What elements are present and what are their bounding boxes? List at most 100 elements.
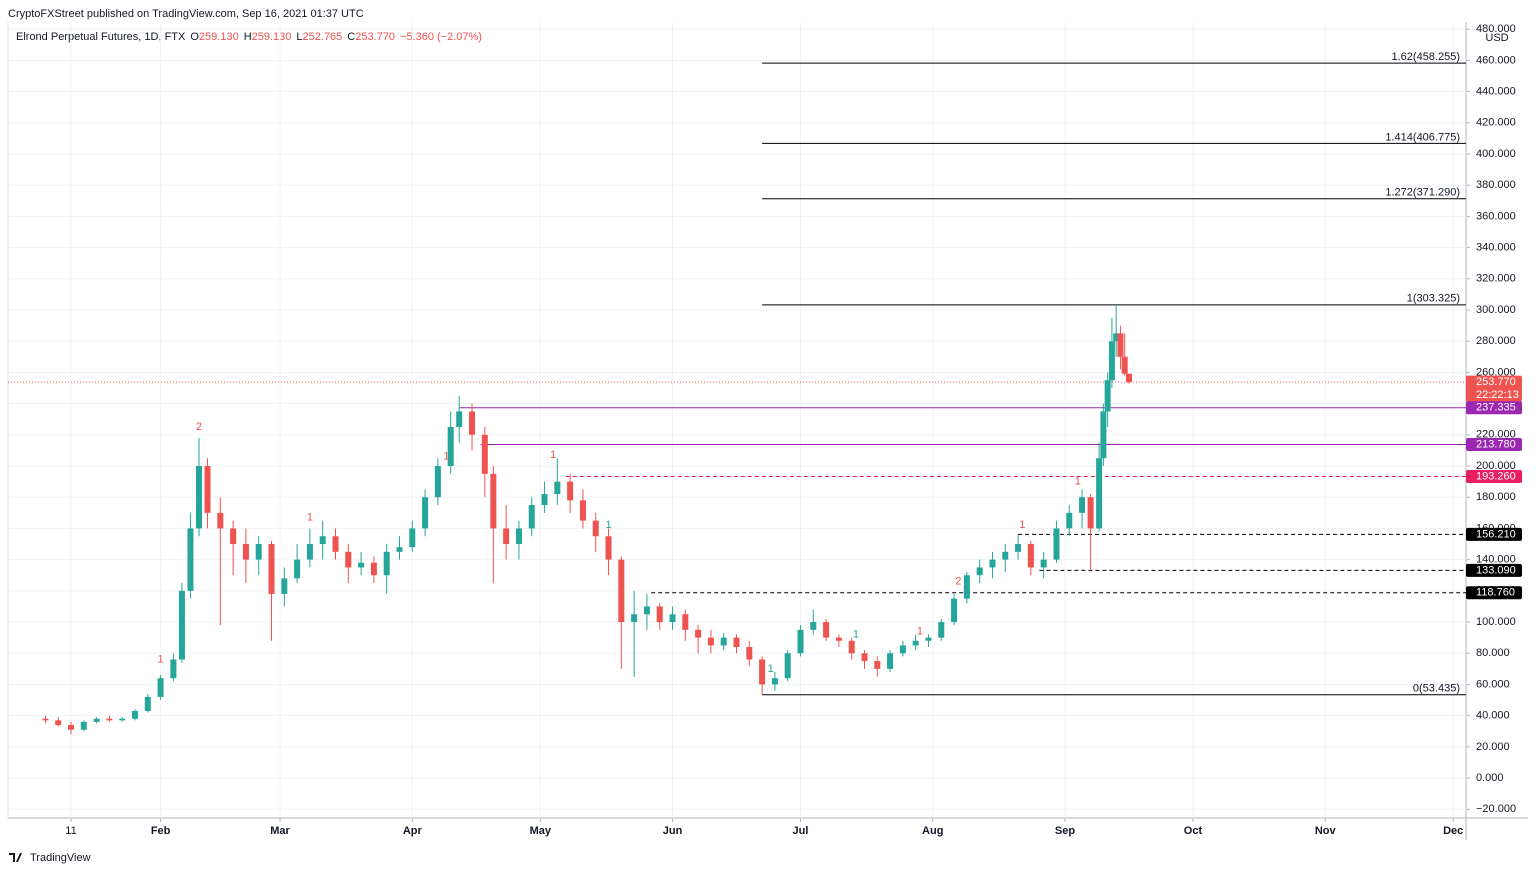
candle-body <box>345 551 352 568</box>
candle-body <box>144 696 151 711</box>
y-tick-label: 300.000 <box>1476 304 1516 316</box>
fib-label: 1.272(371.290) <box>1385 187 1460 199</box>
candle-body <box>1108 341 1115 381</box>
candle-body <box>204 466 211 513</box>
candle-body <box>592 520 599 537</box>
y-tick-label: 20.000 <box>1476 741 1510 753</box>
candle-body <box>230 528 237 545</box>
y-tick-label: 480.000 <box>1476 23 1516 35</box>
candle-body <box>951 598 958 623</box>
x-tick-label: Sep <box>1055 825 1075 837</box>
candle-body <box>810 622 817 630</box>
candle-body <box>447 427 454 467</box>
price-tag <box>1466 375 1522 402</box>
candle-body <box>490 473 497 529</box>
candle-body <box>631 614 638 623</box>
x-tick-label: Jul <box>793 825 809 837</box>
td-count: 1 <box>1075 476 1081 488</box>
price-tag-label: 133.090 <box>1476 564 1516 576</box>
y-tick-label: 0.000 <box>1476 772 1504 784</box>
x-tick-label: 11 <box>65 825 76 837</box>
td-count: 1 <box>443 451 449 463</box>
td-count: 1 <box>158 653 164 665</box>
candle-body <box>656 606 663 623</box>
y-tick-label: 260.000 <box>1476 366 1516 378</box>
candle-body <box>106 718 113 721</box>
candle-body <box>746 647 753 660</box>
x-tick-label: Feb <box>151 825 171 837</box>
countdown: 22:22:13 <box>1476 389 1519 401</box>
candle-body <box>1117 333 1124 357</box>
candle-body <box>733 637 740 648</box>
candle-body <box>358 562 365 568</box>
candle-body <box>68 725 75 730</box>
td-count: 1 <box>550 449 556 461</box>
price-tag-label: 156.210 <box>1476 528 1516 540</box>
candle-body <box>319 536 326 545</box>
x-tick-label: Mar <box>270 825 290 837</box>
candle-body <box>1100 411 1107 459</box>
price-tag <box>1466 438 1522 452</box>
td-count: 1 <box>1019 519 1025 531</box>
candle-body <box>255 544 262 560</box>
candle-body <box>759 659 766 685</box>
candle-body <box>1002 551 1009 560</box>
fib-label: 1.62(458.255) <box>1392 51 1461 63</box>
candle-body <box>503 528 510 545</box>
header-h-label: H <box>244 31 252 43</box>
ohlc-header: Elrond Perpetual Futures, 1D, FTX O 259.13… <box>16 31 482 43</box>
y-tick-label: 40.000 <box>1476 710 1510 722</box>
td-count: 1 <box>768 663 774 675</box>
y-tick-label: 320.000 <box>1476 273 1516 285</box>
candle-body <box>456 411 463 428</box>
td-count: 1 <box>917 625 923 637</box>
candle-body <box>1027 544 1034 568</box>
candle-body <box>554 481 561 495</box>
y-tick-label: 180.000 <box>1476 491 1516 503</box>
candle-body <box>797 629 804 654</box>
candle-body <box>1053 528 1060 560</box>
candle-body <box>242 544 249 560</box>
candle-body <box>422 497 429 529</box>
candle-body <box>579 500 586 521</box>
candle-body <box>528 505 535 529</box>
candle-body <box>989 559 996 568</box>
y-tick-label: 400.000 <box>1476 148 1516 160</box>
candle-body <box>1125 373 1132 383</box>
candle-body <box>515 528 522 545</box>
candle-body <box>976 567 983 576</box>
x-tick-label: May <box>530 825 552 837</box>
td-count: 2 <box>955 575 961 587</box>
price-tag <box>1466 470 1522 484</box>
x-tick-label: Nov <box>1315 825 1337 837</box>
candle-body <box>119 718 126 721</box>
candle-body <box>370 562 377 576</box>
candle-body <box>643 606 650 615</box>
candle-body <box>268 544 275 594</box>
candle-body <box>899 645 906 654</box>
header-l-label: L <box>296 31 302 43</box>
candle-body <box>178 590 185 660</box>
candle-body <box>306 544 313 560</box>
candle-body <box>695 629 702 638</box>
header-o: 259.130 <box>199 31 239 43</box>
candle-body <box>720 637 727 646</box>
header-l: 252.765 <box>303 31 343 43</box>
y-tick-label: 80.000 <box>1476 647 1510 659</box>
candle-body <box>618 559 625 623</box>
candle-body <box>170 659 177 679</box>
y-tick-label: 140.000 <box>1476 554 1516 566</box>
x-tick-label: Oct <box>1184 825 1203 837</box>
price-tag-label: 118.760 <box>1476 587 1515 599</box>
candle-body <box>217 512 224 529</box>
candle-body <box>1066 512 1073 529</box>
candle-body <box>925 637 932 641</box>
y-tick-label: −20.000 <box>1476 803 1516 815</box>
y-tick-label: 100.000 <box>1476 616 1516 628</box>
y-tick-label: 340.000 <box>1476 242 1516 254</box>
y-tick-label: 360.000 <box>1476 210 1516 222</box>
candle-body <box>707 637 714 646</box>
currency: USD <box>1485 32 1508 44</box>
fib-label: 1(303.325) <box>1407 293 1460 305</box>
